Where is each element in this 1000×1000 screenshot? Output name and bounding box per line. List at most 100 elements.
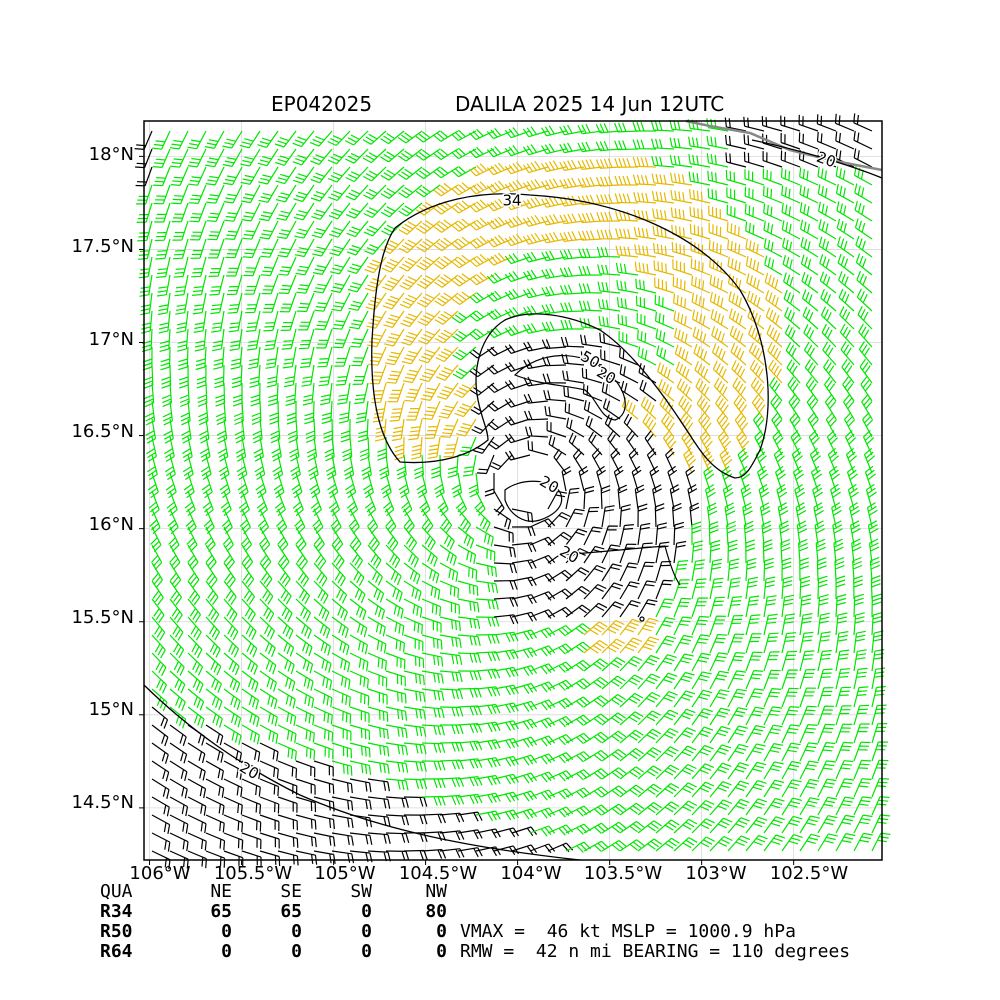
wind-barb <box>475 562 497 578</box>
wind-barb <box>725 134 747 150</box>
wind-barb <box>361 454 372 480</box>
wind-barb <box>451 273 477 287</box>
wind-barb <box>362 130 387 145</box>
wind-barb <box>385 832 410 843</box>
wind-barb <box>785 341 801 366</box>
wind-barb <box>421 742 446 753</box>
contour-label: 20 <box>593 363 619 388</box>
wind-barb <box>709 633 728 654</box>
wind-barb <box>809 447 821 474</box>
wind-barb <box>601 839 627 852</box>
wind-barb <box>504 271 531 283</box>
wind-barb <box>348 508 360 534</box>
table-header-cell: SE <box>280 881 302 902</box>
wind-barb <box>522 251 549 263</box>
wind-barb <box>838 271 855 294</box>
wind-barb <box>398 166 423 180</box>
wind-barb <box>853 113 873 132</box>
wind-barb <box>391 418 405 442</box>
wind-barb <box>727 798 750 816</box>
wind-barb <box>596 229 621 240</box>
wind-barb <box>380 148 405 163</box>
wind-barb <box>451 218 477 232</box>
wind-barb <box>224 220 243 240</box>
wind-barb <box>385 742 408 756</box>
wind-barb <box>331 814 354 829</box>
wind-barb <box>317 346 333 368</box>
wind-barb <box>799 167 819 186</box>
wind-barb <box>620 380 639 402</box>
wind-barb <box>433 182 459 197</box>
wind-barb <box>474 490 486 517</box>
wind-barb <box>771 412 783 438</box>
wind-barb <box>385 616 405 636</box>
wind-barb <box>601 638 626 654</box>
wind-barb <box>434 292 459 307</box>
wind-barb <box>223 724 242 745</box>
wind-barb <box>652 208 675 222</box>
wind-barb <box>706 153 729 168</box>
wind-barb <box>709 725 731 744</box>
wind-barb <box>152 148 171 168</box>
cell-sw: 0 <box>361 921 372 942</box>
wind-barb <box>313 760 334 777</box>
wind-barb <box>762 185 783 204</box>
wind-barb <box>764 255 783 276</box>
wind-barb <box>683 447 697 474</box>
wind-barb <box>565 805 592 817</box>
wind-barb <box>637 636 660 654</box>
wind-barb <box>383 310 405 328</box>
wind-barb <box>259 742 279 762</box>
wind-barb <box>331 742 352 759</box>
wind-barb <box>768 359 783 384</box>
wind-barb <box>830 483 841 510</box>
wind-barb <box>871 814 890 834</box>
wind-barb <box>148 490 160 517</box>
wind-barb <box>819 271 837 294</box>
wind-barb <box>541 232 567 244</box>
wind-barb <box>583 749 609 762</box>
wind-barb <box>259 670 277 692</box>
wind-barb <box>457 562 478 580</box>
wind-barb <box>727 633 745 654</box>
wind-barb <box>595 158 621 169</box>
wind-barb <box>205 166 225 186</box>
wind-barb <box>835 778 854 798</box>
wind-barb <box>199 418 210 444</box>
wind-barb <box>601 803 627 816</box>
wind-barb <box>619 692 644 708</box>
wind-barb <box>297 310 315 331</box>
wind-barb <box>333 328 351 349</box>
contour-label: 20 <box>536 472 562 497</box>
wind-barb <box>745 688 765 708</box>
wind-barb <box>259 562 273 588</box>
wind-barb <box>655 654 677 672</box>
wind-barb <box>316 328 333 349</box>
wind-barb <box>385 850 410 861</box>
wind-barb <box>169 724 187 746</box>
wind-barb <box>223 796 243 815</box>
wind-barb <box>673 690 696 708</box>
wind-barb <box>415 166 441 180</box>
wind-barb <box>661 413 675 438</box>
wind-barb <box>856 288 873 312</box>
wind-barb <box>504 161 531 175</box>
wind-barb <box>871 648 885 672</box>
wind-barb <box>172 220 189 241</box>
wind-barb <box>541 268 567 279</box>
wind-barb <box>822 341 837 366</box>
wind-barb <box>331 688 351 707</box>
wind-barb <box>241 670 259 693</box>
wind-barb <box>727 725 748 744</box>
wind-barb <box>619 364 639 384</box>
wind-barb <box>420 382 441 401</box>
wind-barb <box>237 472 249 499</box>
wind-barb <box>241 580 256 605</box>
wind-barb <box>457 616 481 630</box>
wind-barb <box>328 202 351 220</box>
wind-barb <box>421 813 446 824</box>
wind-barb <box>583 526 603 546</box>
wind-barb <box>385 670 406 687</box>
wind-barb <box>853 165 873 186</box>
wind-barb <box>256 490 268 517</box>
